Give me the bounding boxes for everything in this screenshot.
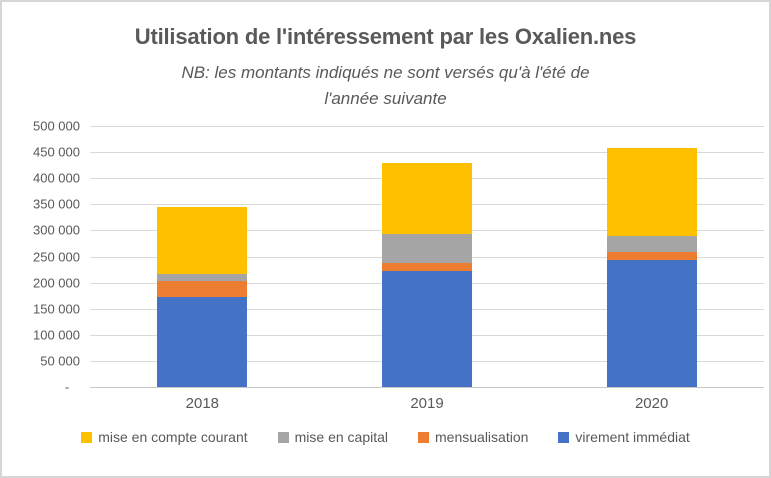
- legend-swatch-mise-en-capital: [277, 431, 289, 443]
- y-tick-label: 100 000: [33, 327, 80, 343]
- plot-area: [90, 126, 764, 388]
- legend-swatch-virement-immediat: [558, 431, 570, 443]
- chart-subtitle-line2: l'année suivante: [324, 89, 447, 108]
- y-tick-label: 350 000: [33, 196, 80, 212]
- legend-label: virement immédiat: [575, 429, 690, 445]
- y-tick-label: 500 000: [33, 118, 80, 134]
- legend-item-mise-en-capital: mise en capital: [277, 429, 389, 445]
- y-axis: 500 000 450 000 400 000 350 000 300 000 250 0…: [2, 119, 80, 395]
- bar-segment-virement-immediat-2020: [606, 260, 697, 387]
- y-tick-label: 300 000: [33, 222, 80, 238]
- legend-swatch-mensualisation: [418, 431, 430, 443]
- y-tick-label: 400 000: [33, 170, 80, 186]
- legend-swatch-mise-en-compte-courant: [81, 431, 93, 443]
- legend-item-mensualisation: mensualisation: [418, 429, 528, 445]
- legend-label: mise en capital: [294, 429, 389, 445]
- bar-segment-mise-en-capital-2020: [606, 235, 697, 253]
- bar-segment-virement-immediat-2019: [382, 271, 472, 387]
- x-tick-label-2019: 2019: [410, 395, 444, 412]
- y-tick-label: 50 000: [40, 353, 80, 369]
- bar-segment-mensualisation-2019: [382, 262, 472, 272]
- bar-segment-mensualisation-2020: [606, 252, 697, 261]
- gridline: [90, 152, 764, 154]
- legend-item-virement-immediat: virement immédiat: [558, 429, 690, 445]
- bar-2018: [157, 207, 248, 387]
- bar-segment-virement-immediat-2018: [157, 296, 248, 387]
- y-tick-label: 250 000: [33, 249, 80, 264]
- legend: mise en compte courant mise en capital men…: [2, 429, 769, 445]
- bar-segment-mensualisation-2018: [157, 280, 248, 297]
- y-tick-label: 200 000: [33, 275, 80, 291]
- y-tick-label: -: [64, 379, 80, 395]
- x-tick-label-2018: 2018: [185, 395, 220, 412]
- chart-subtitle-line1: NB: les montants indiqués ne sont versés…: [181, 63, 590, 82]
- chart-title: Utilisation de l'intéressement par les O…: [134, 24, 637, 49]
- bar-segment-mise-en-compte-courant-2020: [606, 147, 697, 236]
- bar-2019: [382, 162, 472, 387]
- x-tick-label-2020: 2020: [634, 395, 669, 412]
- bar-segment-mise-en-compte-courant-2018: [157, 207, 248, 275]
- gridline: [90, 126, 764, 127]
- bar-segment-mise-en-capital-2018: [157, 274, 248, 281]
- bar-segment-mise-en-compte-courant-2019: [382, 162, 472, 235]
- y-tick-label: 450 000: [33, 144, 80, 160]
- bar-segment-mise-en-capital-2019: [382, 234, 472, 263]
- legend-label: mensualisation: [435, 429, 529, 445]
- y-tick-label: 150 000: [33, 301, 80, 317]
- legend-item-mise-en-compte-courant: mise en compte courant: [81, 429, 248, 445]
- legend-label: mise en compte courant: [98, 429, 248, 445]
- x-axis: 2018 2019 2020: [90, 395, 764, 415]
- x-axis-line: [90, 387, 764, 388]
- chart-subtitle: NB: les montants indiqués ne sont versés…: [2, 60, 769, 112]
- bar-2020: [606, 147, 697, 387]
